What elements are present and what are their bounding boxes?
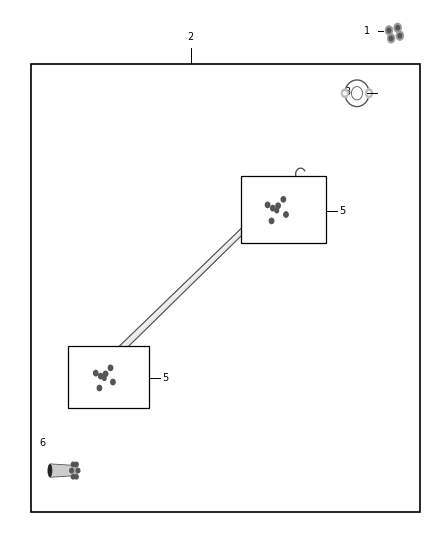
Circle shape <box>367 92 370 95</box>
Circle shape <box>70 469 73 473</box>
Text: 4: 4 <box>303 179 309 189</box>
Bar <box>68 346 149 408</box>
Circle shape <box>71 475 75 479</box>
Circle shape <box>284 212 288 217</box>
Polygon shape <box>265 203 289 219</box>
Circle shape <box>398 34 402 38</box>
Circle shape <box>103 371 108 376</box>
Circle shape <box>387 34 395 43</box>
Circle shape <box>99 364 104 369</box>
Circle shape <box>385 26 393 35</box>
Circle shape <box>76 469 80 473</box>
Circle shape <box>285 204 290 210</box>
Text: 5: 5 <box>339 206 346 215</box>
Circle shape <box>365 88 373 98</box>
Circle shape <box>99 374 103 379</box>
Circle shape <box>277 221 282 227</box>
Text: 6: 6 <box>40 439 46 448</box>
Bar <box>241 176 326 243</box>
Circle shape <box>112 373 117 378</box>
Circle shape <box>108 365 113 370</box>
Circle shape <box>275 208 279 213</box>
Polygon shape <box>93 371 115 386</box>
Circle shape <box>74 462 78 466</box>
Circle shape <box>271 205 275 211</box>
Circle shape <box>105 388 110 393</box>
Ellipse shape <box>48 464 52 477</box>
Circle shape <box>396 26 399 30</box>
Circle shape <box>74 475 78 479</box>
Circle shape <box>111 379 115 385</box>
Circle shape <box>264 211 268 217</box>
Text: 5: 5 <box>162 373 168 383</box>
Circle shape <box>387 28 391 33</box>
Circle shape <box>341 88 349 98</box>
Ellipse shape <box>71 463 78 479</box>
Text: 3: 3 <box>344 87 350 97</box>
Circle shape <box>281 197 286 202</box>
Circle shape <box>97 385 102 391</box>
Circle shape <box>272 195 276 200</box>
Circle shape <box>102 376 106 381</box>
Circle shape <box>92 379 96 384</box>
Circle shape <box>389 36 393 41</box>
Circle shape <box>71 462 75 466</box>
Text: 1: 1 <box>364 26 370 36</box>
Circle shape <box>269 219 274 224</box>
Polygon shape <box>270 196 283 225</box>
Circle shape <box>276 203 280 208</box>
Circle shape <box>265 203 270 208</box>
Circle shape <box>343 92 346 95</box>
Bar <box>31 64 420 512</box>
Polygon shape <box>95 179 295 376</box>
Polygon shape <box>99 365 110 392</box>
Text: 4: 4 <box>126 349 132 359</box>
Circle shape <box>394 23 402 33</box>
Circle shape <box>396 31 404 41</box>
Polygon shape <box>50 464 75 478</box>
Circle shape <box>94 370 98 376</box>
Text: 2: 2 <box>187 31 194 42</box>
